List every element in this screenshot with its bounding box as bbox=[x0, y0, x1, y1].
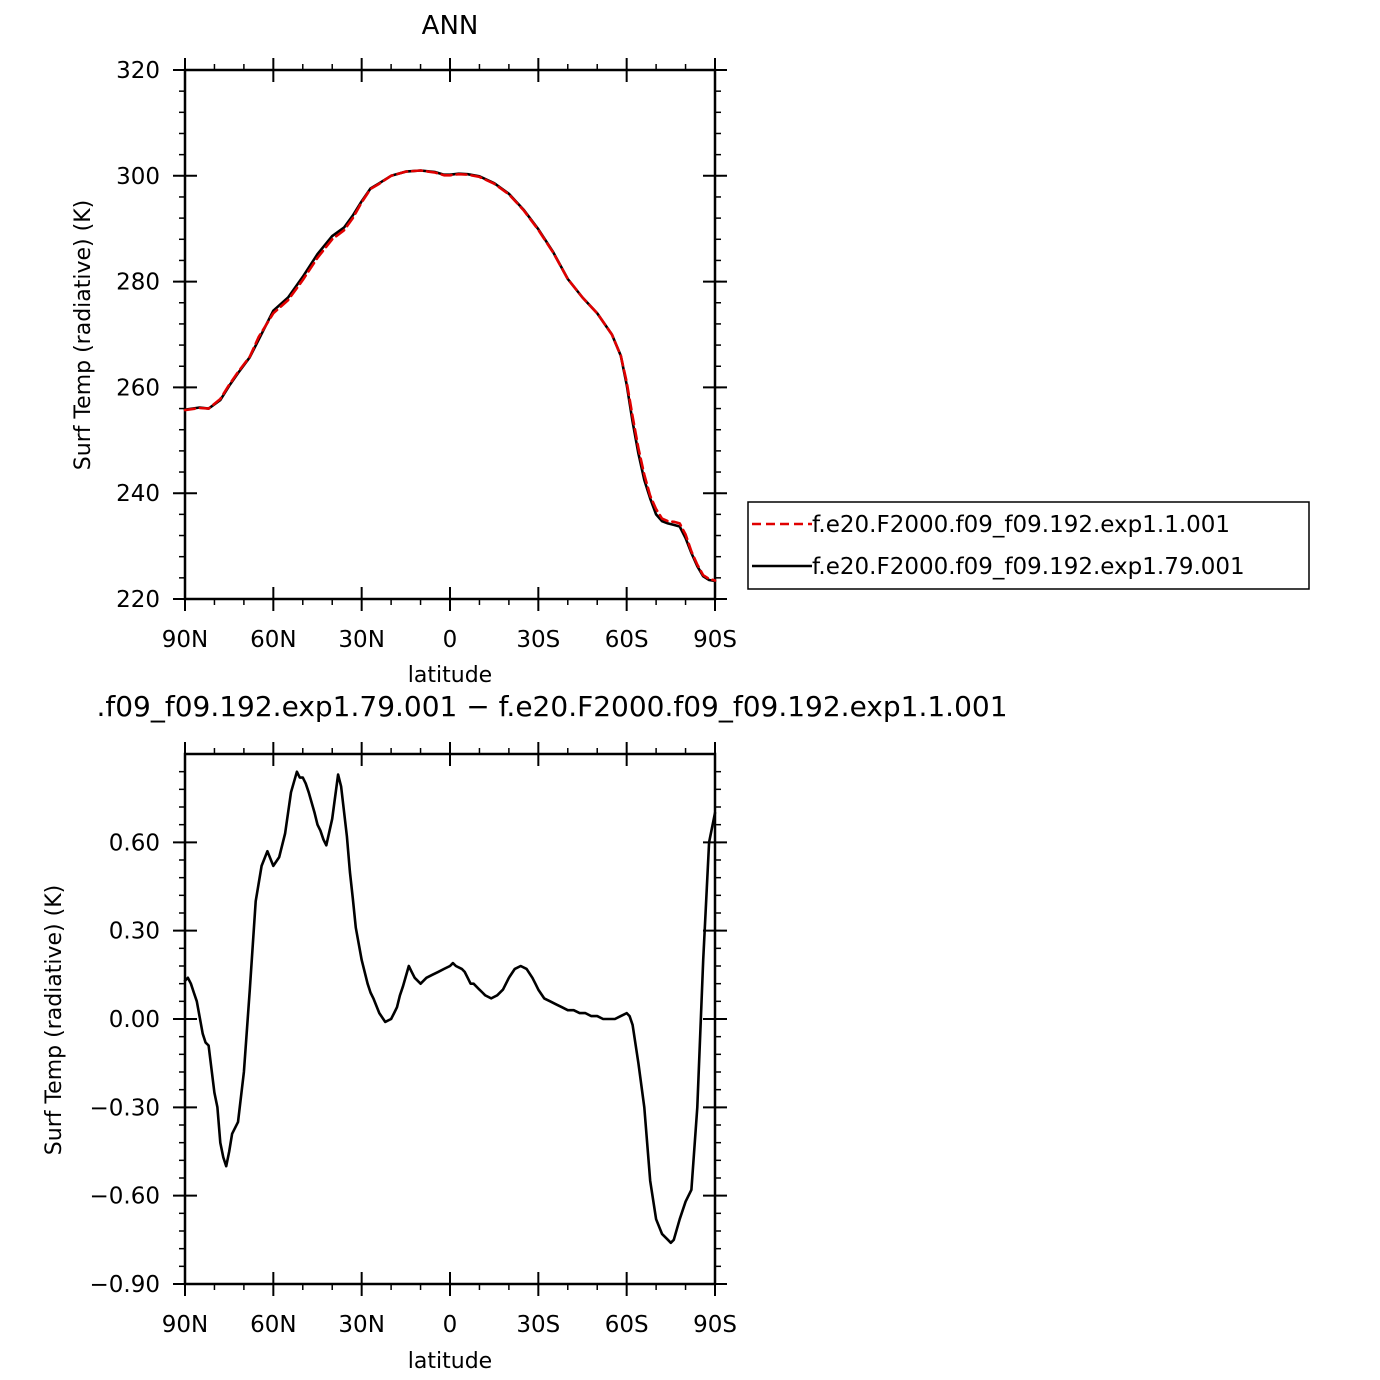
top-y-tick-label: 320 bbox=[116, 58, 160, 84]
bottom-x-tick-label: 90N bbox=[162, 1312, 208, 1338]
bottom-x-tick-label: 90S bbox=[693, 1312, 737, 1338]
top-x-tick-label: 30S bbox=[516, 627, 560, 653]
bottom-chart-title: .f09_f09.192.exp1.79.001 − f.e20.F2000.f… bbox=[96, 690, 1007, 723]
top-y-axis-label: Surf Temp (radiative) (K) bbox=[71, 200, 96, 470]
top-series-line-1 bbox=[183, 169, 717, 583]
top-x-axis-label: latitude bbox=[408, 663, 492, 688]
top-y-tick-label: 220 bbox=[116, 587, 160, 613]
top-x-tick-label: 30N bbox=[338, 627, 384, 653]
top-y-tick-label: 240 bbox=[116, 481, 160, 507]
legend-entry-2: f.e20.F2000.f09_f09.192.exp1.79.001 bbox=[812, 554, 1245, 580]
bottom-x-tick-label: 60N bbox=[250, 1312, 296, 1338]
top-chart-title: ANN bbox=[422, 11, 479, 41]
bottom-x-tick-label: 30N bbox=[338, 1312, 384, 1338]
top-x-tick-label: 60N bbox=[250, 627, 296, 653]
bottom-y-tick-label: 0.30 bbox=[109, 919, 160, 945]
bottom-y-tick-label: −0.30 bbox=[90, 1095, 160, 1121]
top-x-tick-label: 90S bbox=[693, 627, 737, 653]
bottom-y-tick-label: −0.60 bbox=[90, 1184, 160, 1210]
bottom-y-tick-label: 0.60 bbox=[109, 830, 160, 856]
top-series-line-2 bbox=[183, 169, 717, 582]
top-y-tick-label: 260 bbox=[116, 375, 160, 401]
bottom-x-tick-label: 30S bbox=[516, 1312, 560, 1338]
top-y-tick-label: 280 bbox=[116, 270, 160, 296]
bottom-x-tick-label: 60S bbox=[605, 1312, 649, 1338]
top-panel: ANN 220 240 260 280 300 320 90N 60N 30N 0 30S 60S 90… bbox=[71, 11, 737, 688]
bottom-y-tick-label: 0.00 bbox=[109, 1007, 160, 1033]
bottom-plot-frame bbox=[183, 752, 717, 1286]
bottom-series-group bbox=[183, 770, 717, 1245]
legend-entry-1: f.e20.F2000.f09_f09.192.exp1.1.001 bbox=[812, 512, 1230, 538]
top-plot-frame bbox=[183, 68, 717, 601]
legend-box bbox=[747, 501, 1310, 590]
top-x-tick-label: 60S bbox=[605, 627, 649, 653]
bottom-x-tick-label: 0 bbox=[443, 1312, 458, 1338]
top-x-tick-label: 90N bbox=[162, 627, 208, 653]
bottom-series-line-1 bbox=[183, 770, 717, 1245]
bottom-x-axis-label: latitude bbox=[408, 1349, 492, 1374]
legend: f.e20.F2000.f09_f09.192.exp1.1.001 f.e20… bbox=[747, 501, 1310, 590]
top-x-tick-label: 0 bbox=[443, 627, 458, 653]
bottom-axes: −0.90 −0.60 −0.30 0.00 0.30 0.60 90N 60N 30N 0 30S… bbox=[90, 742, 737, 1338]
top-axes: 220 240 260 280 300 320 90N 60N 30N 0 30S 60S 90S bbox=[116, 58, 737, 653]
bottom-y-tick-label: −0.90 bbox=[90, 1272, 160, 1298]
top-series-group bbox=[183, 169, 717, 583]
bottom-panel: .f09_f09.192.exp1.79.001 − f.e20.F2000.f… bbox=[42, 690, 1008, 1374]
top-y-tick-label: 300 bbox=[116, 164, 160, 190]
bottom-y-axis-label: Surf Temp (radiative) (K) bbox=[42, 885, 67, 1155]
